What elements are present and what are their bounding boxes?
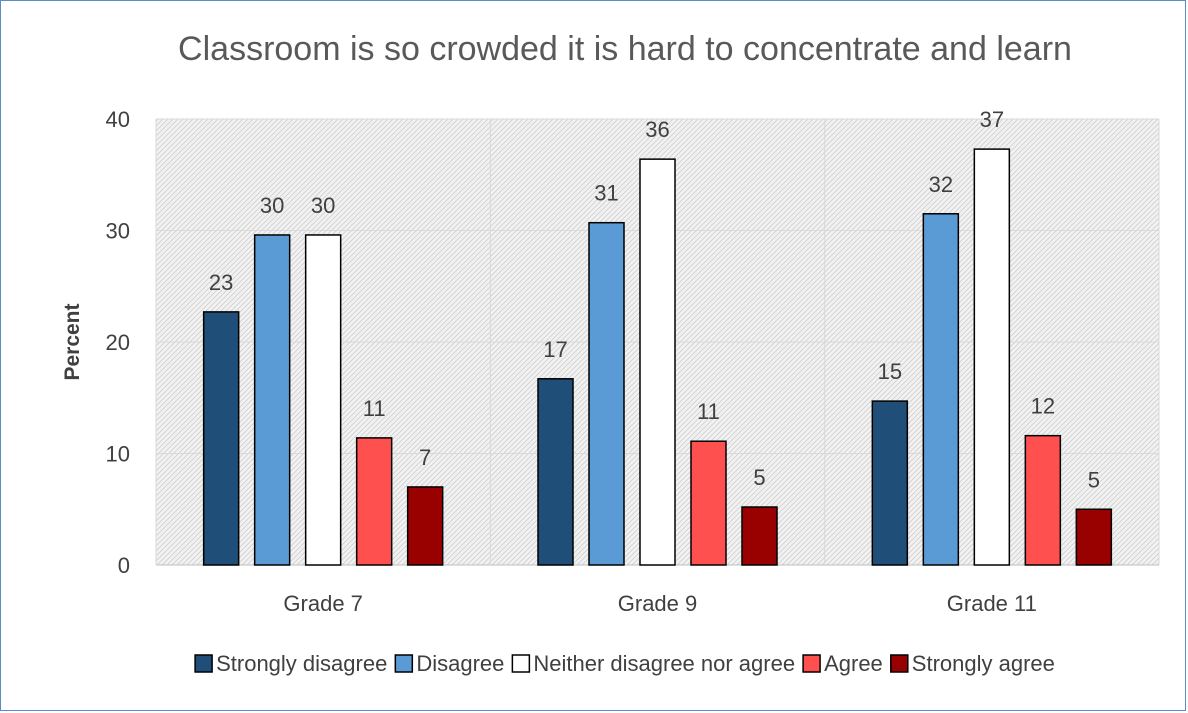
legend-item: Disagree [394,651,504,676]
legend-item: Strongly disagree [194,651,387,676]
bar [1024,434,1062,566]
bar [355,437,393,566]
legend-label: Strongly disagree [216,651,387,676]
legend-item: Neither disagree nor agree [511,651,795,676]
data-label: 11 [363,396,386,421]
legend: Strongly disagree Disagree Neither disagre… [194,651,1055,676]
data-label: 5 [1088,467,1100,492]
bar [253,234,291,566]
bars [202,148,1113,566]
bar [922,213,960,566]
legend-label: Disagree [416,651,504,676]
legend-item: Strongly agree [890,651,1055,676]
bar [1075,508,1113,566]
legend-item: Agree [802,651,883,676]
chart-title: Classroom is so crowded it is hard to co… [178,30,1072,68]
x-tick-label: Grade 9 [618,591,698,616]
data-label: 30 [311,193,335,218]
data-labels: 23 30 30 11 7 17 31 36 11 5 15 32 37 12 5 [209,107,1100,492]
data-label: 11 [697,399,720,424]
y-axis-label: Percent [61,303,84,380]
data-label: 7 [419,445,431,470]
legend-label: Neither disagree nor agree [533,651,795,676]
data-label: 30 [260,193,284,218]
data-label: 17 [543,337,567,362]
bar [588,221,625,566]
legend-swatch [511,654,531,673]
data-label: 31 [594,181,618,206]
legend-label: Strongly agree [912,651,1055,676]
x-tick-label: Grade 7 [283,591,363,616]
y-tick-label: 0 [118,553,130,578]
bar [973,148,1011,566]
legend-swatch [194,654,213,673]
data-label: 37 [980,107,1004,132]
legend-swatch [394,654,414,673]
bar [202,311,240,566]
y-tick-label: 10 [106,442,130,467]
legend-swatch [890,654,909,673]
data-label: 5 [753,465,765,490]
legend-swatch [802,654,821,673]
data-label: 15 [878,359,902,384]
data-label: 36 [645,117,669,142]
bar [304,234,342,566]
bar [871,400,909,566]
data-label: 32 [929,172,953,197]
bar [406,486,444,566]
y-tick-label: 20 [106,330,130,355]
y-axis: 0 10 20 30 40 [106,107,130,578]
data-label: 23 [209,270,233,295]
x-axis: Grade 7 Grade 9 Grade 11 [283,591,1036,616]
data-label: 12 [1031,394,1055,419]
bar [537,378,574,566]
y-tick-label: 30 [106,219,130,244]
legend-label: Agree [824,651,883,676]
bar [690,440,727,566]
bar [639,158,676,566]
y-tick-label: 40 [106,107,130,132]
x-tick-label: Grade 11 [947,591,1037,616]
bar [741,506,778,566]
